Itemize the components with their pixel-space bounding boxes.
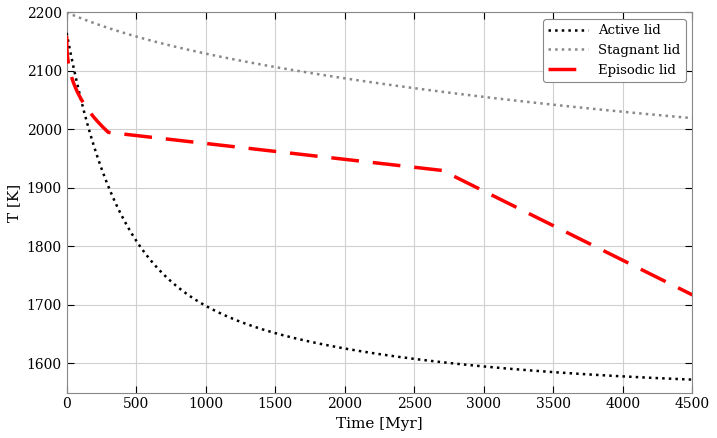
Active lid (670, 376, 678, 381)
Stagnant lid (366, 80, 375, 85)
Active lid (350, 347, 358, 353)
Active lid (366, 350, 375, 356)
Legend: Active lid, Stagnant lid, Episodic lid: Active lid, Stagnant lid, Episodic lid (543, 19, 686, 82)
Stagnant lid (94, 22, 103, 27)
Stagnant lid (350, 77, 358, 82)
Stagnant lid (670, 114, 678, 119)
Episodic lid (94, 120, 103, 125)
Line: Active lid: Active lid (67, 33, 693, 380)
Stagnant lid (688, 116, 697, 121)
Active lid (555, 370, 564, 375)
Active lid (62, 30, 71, 35)
Episodic lid (555, 226, 564, 231)
Episodic lid (670, 283, 678, 289)
Active lid (688, 377, 697, 382)
Episodic lid (350, 158, 358, 163)
Line: Episodic lid: Episodic lid (67, 36, 693, 295)
Line: Stagnant lid: Stagnant lid (67, 12, 693, 118)
Episodic lid (688, 292, 697, 297)
Active lid (94, 158, 103, 163)
Y-axis label: T [K]: T [K] (7, 184, 21, 222)
Stagnant lid (62, 10, 71, 15)
Active lid (670, 376, 678, 381)
Stagnant lid (555, 103, 564, 108)
Episodic lid (62, 33, 71, 39)
X-axis label: Time [Myr]: Time [Myr] (336, 417, 423, 431)
Stagnant lid (670, 114, 678, 119)
Episodic lid (366, 159, 375, 165)
Episodic lid (670, 283, 678, 288)
